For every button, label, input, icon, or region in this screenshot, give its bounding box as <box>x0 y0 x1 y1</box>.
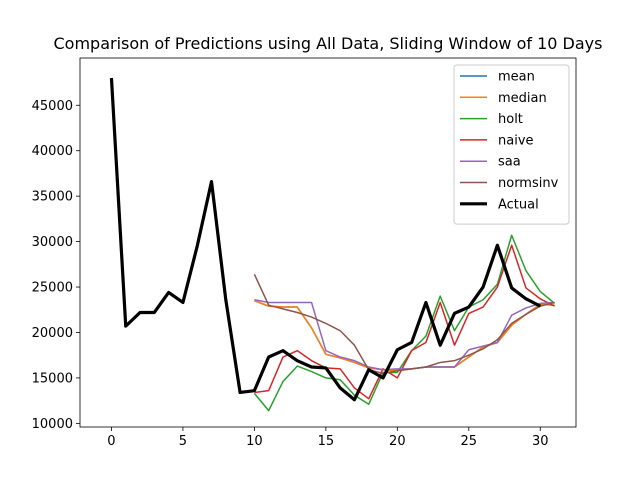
series-line-normsinv <box>253 273 555 375</box>
legend-label-naive: naive <box>498 133 534 148</box>
series-line-holt <box>253 234 556 412</box>
legend-label-holt: holt <box>498 112 523 127</box>
chart-title: Comparison of Predictions using All Data… <box>54 34 603 53</box>
axes: 0 5 10 15 20 25 30 10000 15000 20000 25000 30000 350… <box>32 57 577 449</box>
x-tick-label: 15 <box>318 434 335 449</box>
y-tick-label: 40000 <box>32 144 73 159</box>
x-tick-label: 30 <box>532 434 549 449</box>
y-tick-label: 20000 <box>32 326 73 341</box>
y-tick-label: 10000 <box>32 417 73 432</box>
legend: mean median holt naive saa normsinv Actual <box>453 64 570 225</box>
x-tick-label: 10 <box>246 434 263 449</box>
series-lines <box>109 77 556 412</box>
x-tick-label: 25 <box>461 434 478 449</box>
y-tick-label: 15000 <box>32 371 73 386</box>
legend-label-actual: Actual <box>498 197 539 212</box>
plot-area <box>109 77 556 412</box>
x-tick-label: 20 <box>389 434 406 449</box>
y-tick-label: 25000 <box>32 281 73 296</box>
x-tick-label: 0 <box>107 434 115 449</box>
y-tick-label: 35000 <box>32 190 73 205</box>
x-tick-label: 5 <box>179 434 187 449</box>
legend-label-median: median <box>498 91 547 106</box>
legend-label-mean: mean <box>498 70 535 85</box>
y-tick-label: 30000 <box>32 235 73 250</box>
series-line-saa <box>254 299 555 371</box>
legend-box <box>453 64 570 225</box>
y-tick-label: 45000 <box>32 99 73 114</box>
axes-frame <box>79 57 577 428</box>
legend-label-normsinv: normsinv <box>498 176 559 191</box>
legend-label-saa: saa <box>498 155 521 170</box>
series-line-actual <box>109 77 541 402</box>
